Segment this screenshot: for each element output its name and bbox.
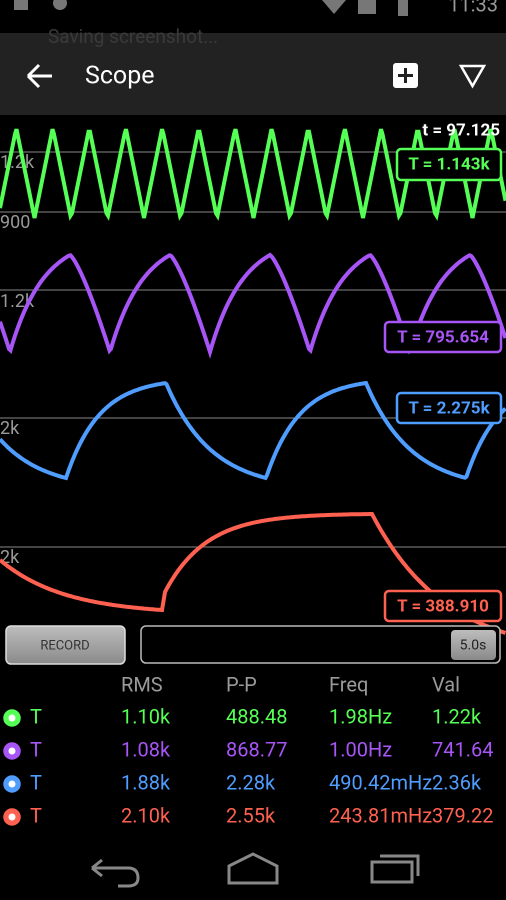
table-cell: 490.42mHz	[329, 770, 432, 794]
time-label: t = 97.125	[422, 120, 500, 140]
record-label: RECORD	[40, 638, 89, 653]
column-header: Freq	[329, 672, 368, 696]
table-cell: 488.48	[226, 704, 287, 728]
waveform	[0, 512, 506, 635]
battery-icon	[398, 0, 408, 16]
value-box	[395, 391, 503, 425]
table-cell: 1.22k	[432, 704, 482, 728]
column-header: Val	[432, 672, 460, 696]
table-cell: 2.10k	[121, 803, 171, 827]
value-label: T = 2.275k	[408, 398, 490, 418]
slider-track	[140, 625, 501, 664]
measurements-table: RMS P-P Freq Val T 1.10k 488.48 1.98Hz 1.22k…	[3, 672, 493, 827]
table-cell: 1.00Hz	[329, 737, 392, 761]
table-cell: 868.77	[226, 737, 287, 761]
nav-back[interactable]	[91, 858, 140, 888]
waveform	[0, 380, 506, 481]
status-icon	[53, 0, 67, 10]
back-button[interactable]	[26, 63, 52, 89]
table-cell: 379.22	[432, 803, 493, 827]
table-cell: 1.08k	[121, 737, 171, 761]
value-box	[395, 147, 503, 182]
value-label: T = 795.654	[397, 327, 489, 347]
status-bar: 11:33	[14, 0, 498, 16]
trace-name: T	[30, 737, 42, 761]
add-plus	[398, 68, 413, 83]
table-cell: 2.55k	[226, 803, 276, 827]
table-cell: 741.64	[432, 737, 493, 761]
slider-thumb	[451, 630, 496, 660]
trace-indicator-dot	[8, 813, 16, 821]
trace-indicator-dot	[8, 747, 16, 755]
duration-slider[interactable]: 5.0s	[140, 625, 501, 664]
wifi-icon	[322, 0, 346, 14]
toolbar-title: Scope	[85, 62, 154, 91]
duration-label: 5.0s	[460, 638, 487, 654]
recents-front	[370, 860, 414, 884]
table-cell: 1.88k	[121, 770, 171, 794]
add-button[interactable]	[393, 63, 418, 88]
toolbar	[0, 33, 506, 115]
record-button[interactable]: RECORD	[5, 625, 126, 665]
table-cell: 243.81mHz	[329, 803, 432, 827]
table-cell: 1.98Hz	[329, 704, 392, 728]
waveform	[0, 252, 506, 359]
axis-label: 900	[0, 212, 30, 233]
column-header: RMS	[121, 672, 163, 696]
menu-button[interactable]	[458, 64, 487, 89]
nav-home[interactable]	[227, 852, 279, 885]
value-label: T = 1.143k	[408, 154, 490, 174]
axis-label: 2k	[0, 418, 20, 439]
table-cell: 1.10k	[121, 704, 171, 728]
value-label: T = 388.910	[397, 596, 489, 616]
signal-icon	[358, 0, 376, 14]
back-arrow	[26, 63, 52, 89]
value-box	[383, 589, 503, 623]
column-header: P-P	[226, 672, 257, 696]
table-cell: 2.28k	[226, 770, 276, 794]
trace-name: T	[30, 704, 42, 728]
nav-recents[interactable]	[370, 854, 420, 884]
record-button-bg	[5, 625, 126, 665]
trace-name: T	[30, 770, 42, 794]
axis-label: 1.2k	[0, 152, 35, 173]
notification-text: Saving screenshot...	[48, 25, 218, 48]
clock: 11:33	[448, 0, 498, 16]
status-icon	[14, 0, 28, 10]
recents-back	[380, 854, 420, 876]
table-cell: 2.36k	[432, 770, 482, 794]
trace-name: T	[30, 803, 42, 827]
value-box	[383, 320, 503, 354]
trace-indicator-dot	[8, 714, 16, 722]
nav-bar	[91, 852, 420, 888]
waveform	[0, 128, 506, 221]
trace-indicator-dot	[8, 780, 16, 788]
scope: 1.2k 900 1.2k 2k 2k t = 97.125 T = 1.143…	[0, 120, 506, 635]
